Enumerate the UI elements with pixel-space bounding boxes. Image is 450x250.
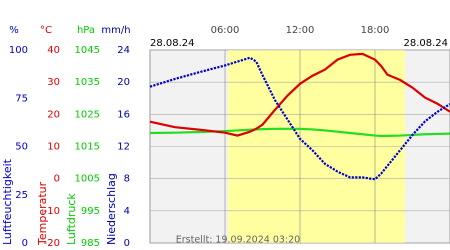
y-tick-label: 100 xyxy=(9,45,28,56)
series-line xyxy=(149,56,450,181)
y-tick-label: 25 xyxy=(15,190,28,201)
y-tick-label: 40 xyxy=(47,45,60,56)
y-tick-label: 30 xyxy=(47,77,60,88)
y-tick-label: 24 xyxy=(117,45,130,56)
y-tick-label: 12 xyxy=(117,142,130,153)
y-tick-label: 50 xyxy=(15,142,28,153)
y-tick-label: 8 xyxy=(124,174,130,185)
y-tick-label: 995 xyxy=(81,206,100,217)
series-line xyxy=(149,52,450,137)
axis-title: Luftdruck xyxy=(65,193,78,245)
y-tick-label: 16 xyxy=(117,109,130,120)
axis-unit: mm/h xyxy=(101,25,130,36)
y-tick-label: 0 xyxy=(22,238,28,249)
series-line xyxy=(149,127,450,137)
date-left: 28.08.24 xyxy=(150,38,195,49)
x-tick-label: 06:00 xyxy=(211,25,240,36)
y-tick-label: 0 xyxy=(54,174,60,185)
footer: Erstellt: 19.09.2024 03:20 xyxy=(176,235,300,246)
axis-unit: °C xyxy=(40,25,52,36)
date-right: 28.08.24 xyxy=(403,38,448,49)
axis-unit: % xyxy=(9,25,19,36)
y-tick-label: 20 xyxy=(117,77,130,88)
y-tick-label: 4 xyxy=(124,206,130,217)
y-tick-label: 1005 xyxy=(75,174,100,185)
y-tick-label: 1015 xyxy=(75,142,100,153)
axis-title: Temperatur xyxy=(36,181,49,246)
y-tick-label: 1045 xyxy=(75,45,100,56)
y-tick-label: -20 xyxy=(44,238,60,249)
y-tick-label: 0 xyxy=(124,238,130,249)
y-tick-label: 10 xyxy=(47,142,60,153)
axis-title: Luftfeuchtigkeit xyxy=(1,158,14,245)
x-tick-label: 12:00 xyxy=(286,25,315,36)
y-tick-label: 985 xyxy=(81,238,100,249)
axis-unit: hPa xyxy=(77,25,95,36)
y-tick-label: 1025 xyxy=(75,109,100,120)
x-tick-label: 18:00 xyxy=(361,25,390,36)
y-tick-label: 75 xyxy=(15,93,28,104)
axis-title: Niederschlag xyxy=(105,173,118,245)
y-tick-label: 1035 xyxy=(75,77,100,88)
y-tick-label: -10 xyxy=(44,206,60,217)
y-tick-label: 20 xyxy=(47,109,60,120)
